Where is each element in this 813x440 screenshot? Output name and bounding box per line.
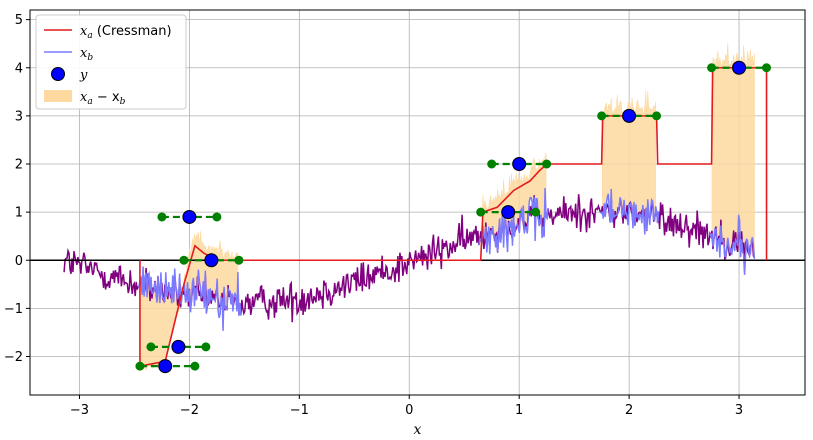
range-endpoint bbox=[179, 255, 189, 265]
y-tick-label: 0 bbox=[15, 254, 23, 269]
x-tick-label: −3 bbox=[70, 403, 89, 418]
y-tick-label: 1 bbox=[15, 206, 23, 221]
legend-swatch-patch bbox=[44, 90, 72, 102]
observation-point bbox=[182, 209, 197, 224]
range-endpoint bbox=[531, 207, 541, 217]
axes-border bbox=[29, 9, 806, 396]
axes-spines bbox=[29, 9, 806, 396]
x-tick-label: 0 bbox=[405, 403, 413, 418]
observations bbox=[135, 60, 772, 374]
legend-label: xb bbox=[80, 46, 93, 63]
legend-label: xa (Cressman) bbox=[80, 24, 172, 41]
x-tick-label: −1 bbox=[290, 403, 309, 418]
x-axis-ticks: −3 −2 −1 0 1 2 3 bbox=[70, 395, 743, 418]
legend-label: xa − xb bbox=[80, 90, 126, 107]
range-endpoint bbox=[146, 342, 156, 352]
legend-label: y bbox=[79, 68, 88, 83]
observation-point bbox=[158, 359, 173, 374]
observation-point bbox=[204, 253, 219, 268]
range-endpoint bbox=[487, 159, 497, 169]
range-endpoint bbox=[762, 63, 772, 73]
xb-line bbox=[599, 188, 660, 235]
observation-point bbox=[171, 339, 186, 354]
xb-line bbox=[137, 266, 242, 331]
y-tick-label: 2 bbox=[15, 158, 23, 173]
range-endpoint bbox=[201, 342, 211, 352]
observation-point bbox=[512, 157, 527, 171]
legend: xa (Cressman) xb y xa − xb bbox=[35, 14, 187, 110]
y-tick-label: 3 bbox=[15, 109, 23, 124]
range-endpoint bbox=[476, 207, 486, 217]
range-endpoint bbox=[212, 212, 222, 222]
range-endpoint bbox=[190, 361, 200, 371]
x-tick-label: −2 bbox=[180, 403, 199, 418]
range-endpoint bbox=[135, 361, 145, 371]
legend-box bbox=[35, 14, 187, 110]
x-tick-label: 1 bbox=[515, 403, 523, 418]
range-endpoint bbox=[652, 111, 662, 121]
observation-point bbox=[501, 205, 516, 220]
y-tick-label: 5 bbox=[15, 13, 23, 28]
range-endpoint bbox=[597, 111, 607, 121]
range-endpoint bbox=[707, 63, 717, 73]
range-endpoint bbox=[157, 212, 167, 222]
y-tick-label: 4 bbox=[15, 61, 23, 76]
y-axis-ticks: −2 −1 0 1 2 3 4 5 bbox=[4, 13, 30, 365]
range-endpoint bbox=[542, 159, 552, 169]
legend-swatch-marker bbox=[51, 67, 65, 81]
x-tick-label: 3 bbox=[735, 403, 743, 418]
analysis-series bbox=[139, 66, 768, 368]
x-tick-label: 2 bbox=[625, 403, 633, 418]
y-tick-label: −1 bbox=[4, 302, 23, 317]
observation-point bbox=[732, 60, 747, 75]
observation-point bbox=[622, 108, 637, 123]
x-axis-label: x bbox=[414, 422, 422, 438]
xa-line bbox=[139, 66, 768, 368]
xb-line bbox=[709, 214, 756, 275]
y-tick-label: −2 bbox=[4, 350, 23, 365]
range-endpoint bbox=[234, 255, 244, 265]
